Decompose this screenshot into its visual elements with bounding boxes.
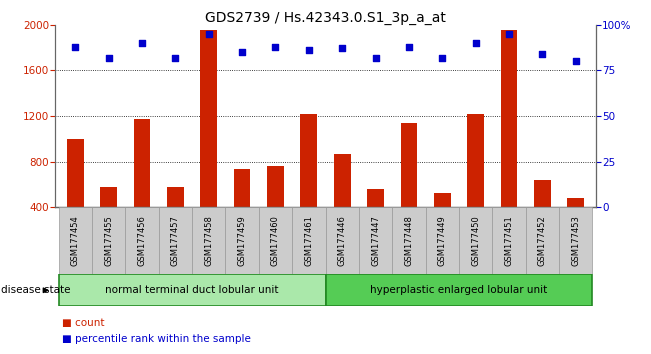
Text: GSM177447: GSM177447 [371,215,380,266]
Point [303,47,314,53]
Point [404,44,414,50]
Text: GSM177456: GSM177456 [137,215,146,266]
Bar [92,207,126,274]
Bar [367,189,384,253]
Text: ■ count: ■ count [62,318,104,329]
Point [137,40,147,46]
Text: GSM177458: GSM177458 [204,215,214,266]
Bar [126,207,159,274]
Point [471,40,481,46]
Bar [259,207,292,274]
Bar [225,207,259,274]
Bar [301,114,317,253]
Point [104,55,114,61]
Bar [559,207,592,274]
Text: GSM177448: GSM177448 [404,215,413,266]
Text: GSM177459: GSM177459 [238,215,247,266]
Bar [59,207,92,274]
Point [504,31,514,37]
Text: GSM177446: GSM177446 [338,215,347,266]
Bar [192,207,225,274]
Point [537,51,547,57]
Bar [292,207,326,274]
Bar [426,207,459,274]
Bar [133,119,150,253]
Bar [467,114,484,253]
Bar [567,198,584,253]
Bar [100,187,117,253]
Point [437,55,447,61]
Text: GSM177461: GSM177461 [304,215,313,266]
Bar [459,207,492,274]
Bar [326,207,359,274]
Point [204,31,214,37]
Bar [392,207,426,274]
Bar [492,207,525,274]
Text: hyperplastic enlarged lobular unit: hyperplastic enlarged lobular unit [370,285,547,295]
Bar [67,139,84,253]
Text: GSM177460: GSM177460 [271,215,280,266]
Bar [326,274,592,306]
Point [70,44,81,50]
Bar [334,154,350,253]
Text: GDS2739 / Hs.42343.0.S1_3p_a_at: GDS2739 / Hs.42343.0.S1_3p_a_at [205,11,446,25]
Point [170,55,180,61]
Point [270,44,281,50]
Bar [234,170,251,253]
Bar [201,30,217,253]
Bar [267,166,284,253]
Text: GSM177457: GSM177457 [171,215,180,266]
Text: GSM177454: GSM177454 [71,215,80,266]
Point [570,58,581,64]
Text: GSM177451: GSM177451 [505,215,514,266]
Text: normal terminal duct lobular unit: normal terminal duct lobular unit [105,285,279,295]
Bar [501,30,518,253]
Text: disease state: disease state [1,285,71,295]
Bar [59,274,326,306]
Text: GSM177455: GSM177455 [104,215,113,266]
Point [337,46,348,51]
Bar [159,207,192,274]
Text: GSM177452: GSM177452 [538,215,547,266]
Bar [167,187,184,253]
Text: GSM177453: GSM177453 [571,215,580,266]
Bar [434,193,450,253]
Text: GSM177450: GSM177450 [471,215,480,266]
Text: ■ percentile rank within the sample: ■ percentile rank within the sample [62,334,251,344]
Bar [359,207,392,274]
Point [370,55,381,61]
Bar [534,180,551,253]
Bar [525,207,559,274]
Point [237,49,247,55]
Text: GSM177449: GSM177449 [437,215,447,266]
Bar [400,123,417,253]
